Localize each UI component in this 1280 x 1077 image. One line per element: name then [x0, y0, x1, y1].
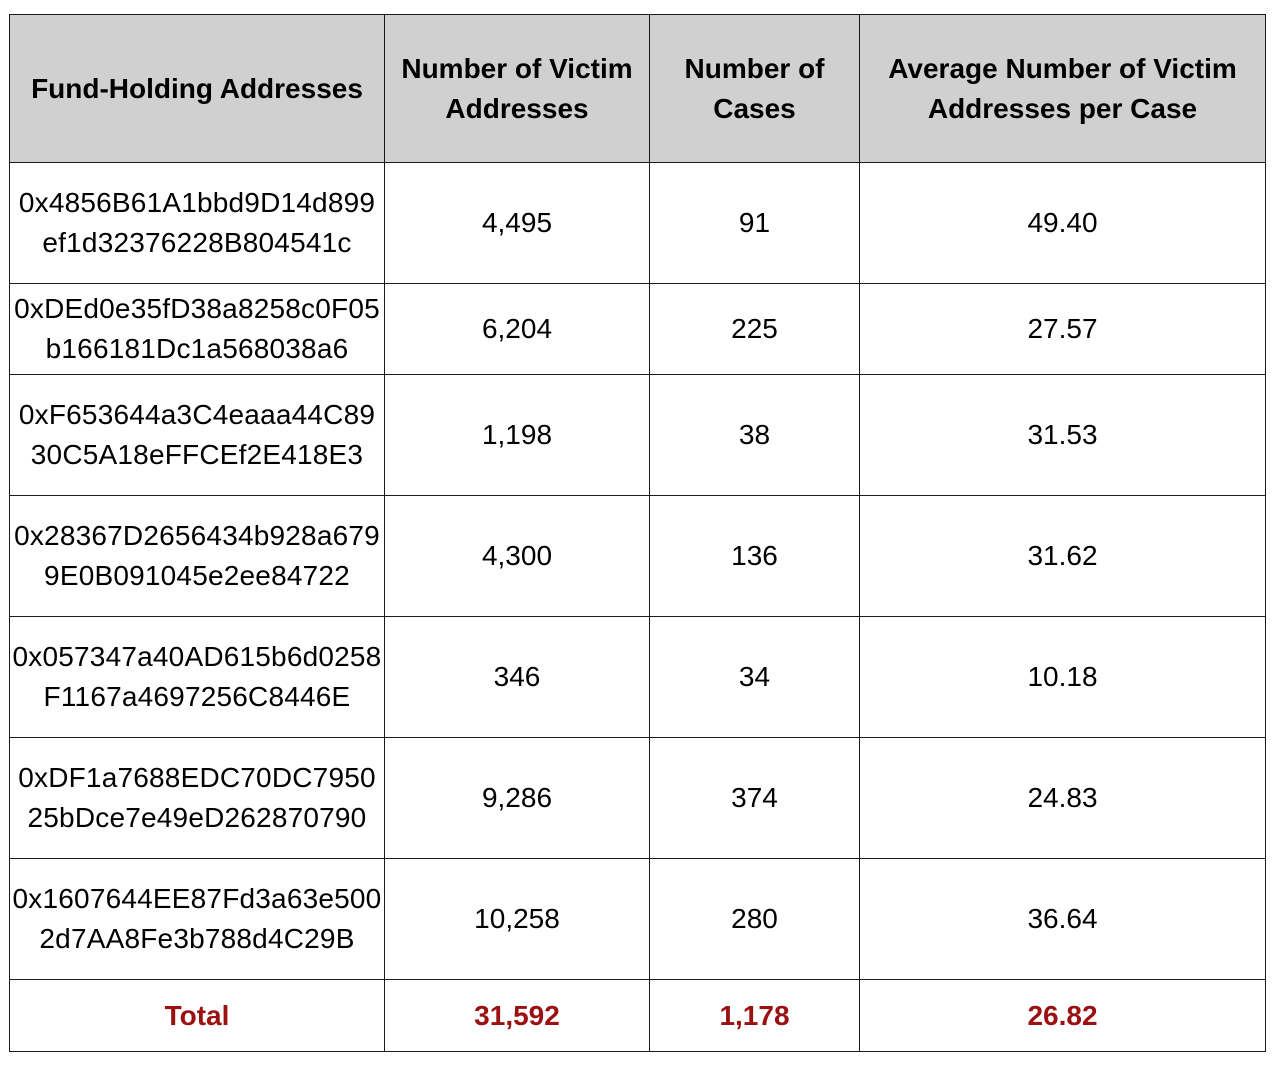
cases-cell: 136 — [649, 495, 860, 617]
address-cell: 0xDF1a7688EDC70DC795025bDce7e49eD2628707… — [9, 737, 385, 859]
address-cell: 0x1607644EE87Fd3a63e5002d7AA8Fe3b788d4C2… — [9, 858, 385, 980]
total-average: 26.82 — [859, 979, 1266, 1052]
victims-cell: 4,300 — [384, 495, 650, 617]
total-cases: 1,178 — [649, 979, 860, 1052]
victims-cell: 9,286 — [384, 737, 650, 859]
table-row: 0x4856B61A1bbd9D14d899ef1d32376228B80454… — [9, 162, 1266, 284]
address-cell: 0x057347a40AD615b6d0258F1167a4697256C844… — [9, 616, 385, 738]
fund-holding-table: Fund-Holding Addresses Number of Victim … — [9, 14, 1266, 1052]
address-cell: 0xF653644a3C4eaaa44C8930C5A18eFFCEf2E418… — [9, 374, 385, 496]
victims-cell: 10,258 — [384, 858, 650, 980]
cases-cell: 38 — [649, 374, 860, 496]
cases-cell: 280 — [649, 858, 860, 980]
victims-cell: 1,198 — [384, 374, 650, 496]
table-row: 0xDEd0e35fD38a8258c0F05b166181Dc1a568038… — [9, 283, 1266, 375]
victims-cell: 6,204 — [384, 283, 650, 375]
table-row: 0xF653644a3C4eaaa44C8930C5A18eFFCEf2E418… — [9, 374, 1266, 496]
table-row: 0x28367D2656434b928a6799E0B091045e2ee847… — [9, 495, 1266, 617]
average-cell: 31.62 — [859, 495, 1266, 617]
header-fund-holding-addresses: Fund-Holding Addresses — [9, 14, 385, 163]
victims-cell: 4,495 — [384, 162, 650, 284]
total-row: Total 31,592 1,178 26.82 — [9, 979, 1266, 1052]
average-cell: 31.53 — [859, 374, 1266, 496]
average-cell: 10.18 — [859, 616, 1266, 738]
table-row: 0xDF1a7688EDC70DC795025bDce7e49eD2628707… — [9, 737, 1266, 859]
header-row: Fund-Holding Addresses Number of Victim … — [9, 14, 1266, 163]
address-cell: 0x4856B61A1bbd9D14d899ef1d32376228B80454… — [9, 162, 385, 284]
address-cell: 0x28367D2656434b928a6799E0B091045e2ee847… — [9, 495, 385, 617]
victims-cell: 346 — [384, 616, 650, 738]
cases-cell: 225 — [649, 283, 860, 375]
header-number-of-victim-addresses: Number of Victim Addresses — [384, 14, 650, 163]
total-label: Total — [9, 979, 385, 1052]
cases-cell: 34 — [649, 616, 860, 738]
average-cell: 24.83 — [859, 737, 1266, 859]
average-cell: 36.64 — [859, 858, 1266, 980]
header-average-victims-per-case: Average Number of Victim Addresses per C… — [859, 14, 1266, 163]
header-number-of-cases: Number of Cases — [649, 14, 860, 163]
average-cell: 49.40 — [859, 162, 1266, 284]
total-victims: 31,592 — [384, 979, 650, 1052]
cases-cell: 91 — [649, 162, 860, 284]
cases-cell: 374 — [649, 737, 860, 859]
table-row: 0x057347a40AD615b6d0258F1167a4697256C844… — [9, 616, 1266, 738]
table-row: 0x1607644EE87Fd3a63e5002d7AA8Fe3b788d4C2… — [9, 858, 1266, 980]
address-cell: 0xDEd0e35fD38a8258c0F05b166181Dc1a568038… — [9, 283, 385, 375]
average-cell: 27.57 — [859, 283, 1266, 375]
